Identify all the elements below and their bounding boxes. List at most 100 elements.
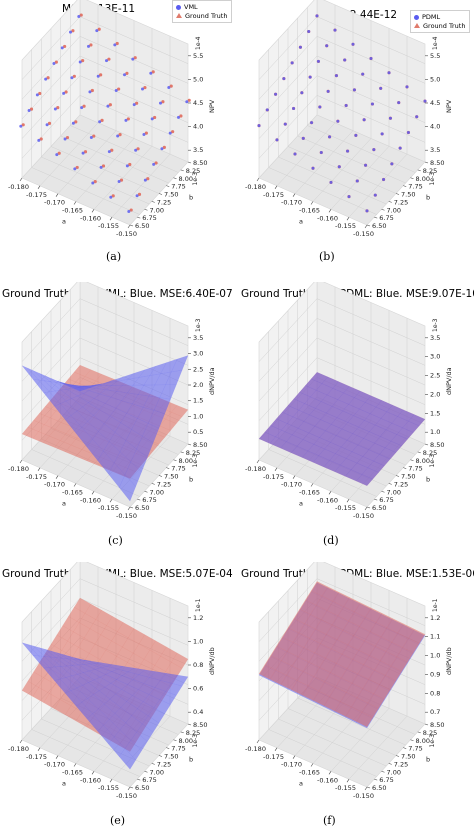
truth-point bbox=[75, 165, 79, 170]
z-tick-label: 0.9 bbox=[430, 670, 440, 678]
model-point bbox=[311, 166, 315, 170]
z-tick-label: 1.5 bbox=[193, 397, 203, 405]
model-point bbox=[71, 121, 75, 125]
z-tick-label: 2.0 bbox=[193, 381, 203, 389]
b-tick-label: 7.50 bbox=[401, 753, 415, 761]
truth-point bbox=[146, 177, 150, 181]
truth-point bbox=[93, 180, 97, 184]
b-axis-label: b bbox=[426, 476, 430, 484]
b-tick-label: 6.50 bbox=[135, 784, 149, 792]
model-point bbox=[131, 57, 135, 61]
a-tick-label: -0.150 bbox=[353, 230, 374, 238]
truth-point bbox=[126, 117, 130, 121]
tick-mark bbox=[381, 770, 385, 773]
truth-point bbox=[92, 134, 96, 138]
tick-mark bbox=[328, 771, 332, 775]
grid-line bbox=[21, 36, 189, 100]
truth-point bbox=[65, 135, 70, 140]
plot-area: -0.180-0.175-0.170-0.165-0.160-0.155-0.1… bbox=[8, 562, 216, 800]
b-scale-label: 1e-3 bbox=[192, 172, 199, 186]
z-scale-label: 1e-3 bbox=[195, 318, 202, 332]
model-surface bbox=[258, 372, 426, 486]
tick-mark bbox=[292, 193, 296, 197]
model-point bbox=[70, 76, 74, 80]
model-point bbox=[364, 163, 368, 167]
legend-label: Ground Truth bbox=[423, 21, 466, 30]
tick-mark bbox=[180, 169, 184, 172]
model-point bbox=[362, 118, 366, 122]
truth-point bbox=[110, 148, 114, 152]
model-point bbox=[337, 165, 341, 169]
truth-point bbox=[129, 208, 133, 212]
a-axis-label: a bbox=[299, 500, 303, 508]
z-tick-label: 0.7 bbox=[430, 708, 440, 716]
truth-point bbox=[63, 44, 67, 49]
z-axis-label: NPV bbox=[208, 99, 216, 113]
legend: VML Ground Truth bbox=[172, 0, 233, 23]
tick-mark bbox=[274, 747, 278, 751]
a-axis-label: a bbox=[299, 218, 303, 226]
grid-line bbox=[258, 318, 426, 382]
z-tick-label: 4.0 bbox=[430, 123, 440, 131]
a-tick-label: -0.160 bbox=[80, 214, 101, 222]
model-point bbox=[334, 74, 338, 78]
legend-marker-truth bbox=[414, 23, 420, 29]
model-point bbox=[355, 179, 359, 183]
truth-point bbox=[171, 130, 175, 134]
b-tick-label: 8.00 bbox=[416, 457, 430, 465]
tick-mark bbox=[173, 459, 177, 462]
tick-mark bbox=[424, 443, 429, 446]
truth-point bbox=[169, 84, 173, 88]
model-point bbox=[336, 119, 340, 123]
model-point bbox=[329, 180, 333, 184]
z-tick-label: 5.5 bbox=[430, 52, 440, 60]
model-point bbox=[106, 104, 110, 108]
tick-mark bbox=[417, 451, 421, 454]
model-point bbox=[143, 178, 147, 182]
model-point bbox=[45, 123, 49, 127]
z-axis-label: dNPV/da bbox=[208, 367, 216, 395]
model-point bbox=[159, 101, 163, 105]
z-tick-label: 3.0 bbox=[193, 350, 203, 358]
model-point bbox=[382, 177, 386, 181]
model-point bbox=[283, 122, 287, 126]
a-axis-label: a bbox=[62, 500, 66, 508]
tick-mark bbox=[166, 747, 170, 749]
tick-mark bbox=[144, 770, 148, 773]
b-tick-label: 7.50 bbox=[164, 191, 178, 199]
plot-area: -0.180-0.175-0.170-0.165-0.160-0.155-0.1… bbox=[245, 562, 453, 800]
surface-facet bbox=[171, 652, 189, 669]
grid-line bbox=[111, 36, 171, 218]
a-axis-label: a bbox=[299, 780, 303, 788]
tick-mark bbox=[374, 498, 378, 501]
a-tick-label: -0.170 bbox=[281, 199, 302, 207]
tick-mark bbox=[328, 491, 332, 495]
z-tick-label: 1.0 bbox=[193, 637, 203, 645]
truth-point bbox=[137, 192, 142, 196]
z-tick-label: 1.2 bbox=[193, 614, 203, 622]
model-point bbox=[257, 124, 261, 128]
panel-title: Ground Truth:Red, VML: Blue. MSE:6.40E-0… bbox=[2, 288, 233, 300]
tick-mark bbox=[388, 763, 392, 765]
b-tick-label: 7.25 bbox=[394, 760, 408, 768]
tick-mark bbox=[127, 786, 131, 791]
z-tick-label: 1.0 bbox=[193, 412, 203, 420]
tick-mark bbox=[310, 763, 314, 767]
b-tick-label: 7.50 bbox=[401, 191, 415, 199]
a-tick-label: -0.180 bbox=[8, 745, 29, 753]
tick-mark bbox=[364, 224, 368, 229]
model-point bbox=[387, 71, 391, 75]
model-point bbox=[87, 44, 91, 48]
model-point bbox=[406, 130, 410, 134]
truth-point bbox=[101, 164, 106, 168]
b-tick-label: 6.50 bbox=[372, 222, 386, 230]
tick-mark bbox=[388, 483, 392, 485]
tick-mark bbox=[127, 224, 131, 229]
model-point bbox=[319, 151, 323, 155]
tick-mark bbox=[328, 209, 332, 213]
model-point bbox=[125, 164, 129, 168]
z-tick-label: 2.5 bbox=[430, 372, 440, 380]
model-point bbox=[397, 101, 401, 105]
panel-e: Ground Truth:Red, VML: Blue. MSE:5.07E-0… bbox=[0, 562, 237, 830]
b-tick-label: 7.00 bbox=[150, 206, 164, 214]
